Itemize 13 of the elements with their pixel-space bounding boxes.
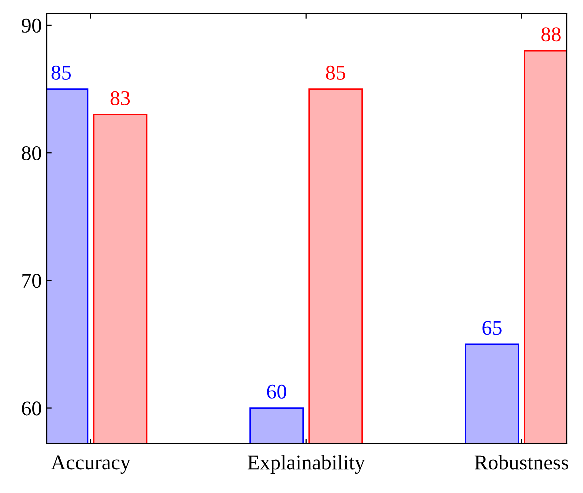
- data-label: 65: [482, 321, 502, 336]
- y-tick-label: 90: [22, 18, 42, 33]
- x-tick-label: Accuracy: [51, 456, 131, 474]
- x-tick-label: Robustness: [474, 455, 568, 470]
- data-label: 85: [326, 66, 346, 80]
- y-tick-label: 60: [22, 402, 42, 416]
- data-label: 83: [110, 91, 130, 106]
- x-tick-label: Explainability: [248, 455, 366, 474]
- y-tick-label: 80: [22, 146, 42, 161]
- data-label: 60: [267, 384, 286, 399]
- data-label: 85: [52, 66, 72, 80]
- y-tick-label: 70: [22, 274, 42, 288]
- data-label: 88: [542, 28, 561, 42]
